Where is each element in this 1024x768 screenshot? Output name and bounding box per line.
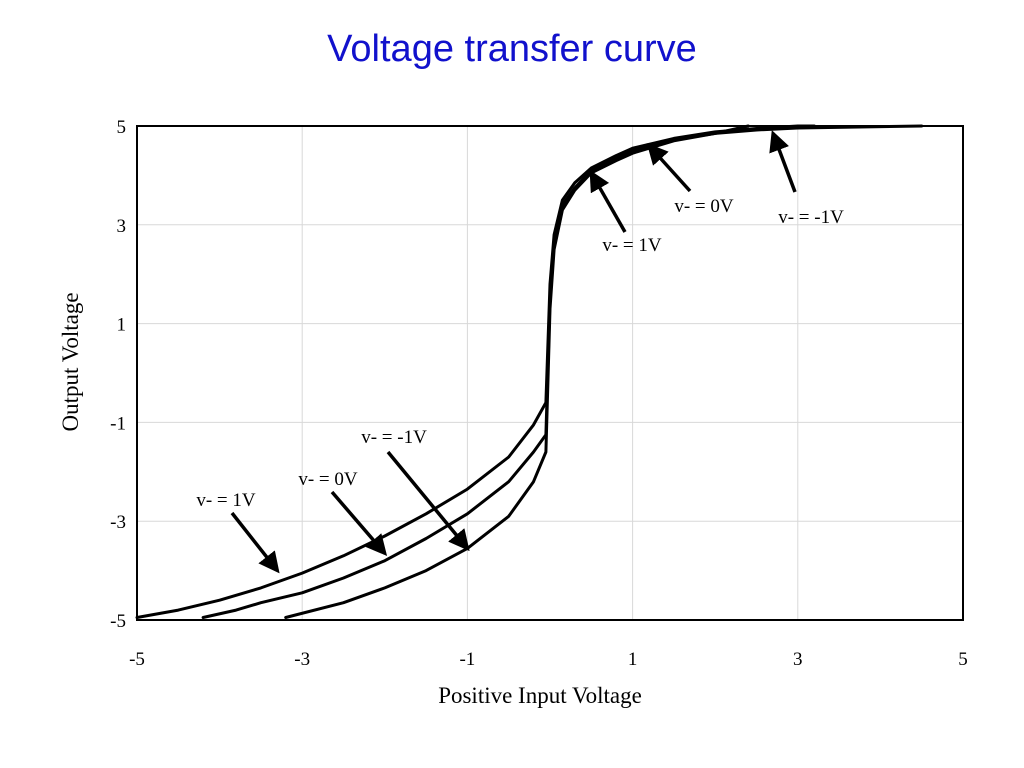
chart-annotations: v- = 1Vv- = 0Vv- = -1Vv- = 1Vv- = 0Vv- =… (196, 130, 844, 574)
annotation-arrow (589, 169, 627, 233)
y-tick-labels: -5 -3 -1 1 3 5 (110, 117, 126, 632)
x-axis-label: Positive Input Voltage (438, 683, 642, 708)
slide-title: Voltage transfer curve (327, 28, 697, 70)
y-tick-label: -1 (110, 413, 126, 434)
annotation-arrow (230, 511, 280, 574)
y-tick-label: 3 (117, 216, 127, 237)
annotation-arrow (386, 450, 470, 552)
annotation-label: v- = -1V (361, 427, 427, 448)
annotation-label: v- = 0V (298, 469, 358, 490)
chart-grid (136, 125, 964, 621)
y-tick-label: -3 (110, 512, 126, 533)
annotation-label: v- = 0V (674, 196, 734, 217)
y-tick-label: -5 (110, 611, 126, 632)
annotation-arrow (646, 143, 692, 193)
plot-frame (136, 125, 964, 621)
y-axis-label: Output Voltage (58, 292, 83, 431)
annotation-arrow (330, 490, 388, 556)
x-tick-label: 1 (628, 649, 638, 670)
x-tick-label: 5 (958, 649, 968, 670)
annotation-arrow (769, 130, 797, 193)
x-tick-label: -1 (459, 649, 475, 670)
chart-series (135, 124, 924, 619)
y-tick-label: 5 (117, 117, 127, 138)
annotation-label: v- = 1V (602, 235, 662, 256)
x-tick-label: -3 (294, 649, 310, 670)
x-tick-label: 3 (793, 649, 803, 670)
x-tick-label: -5 (129, 649, 145, 670)
y-tick-label: 1 (117, 315, 127, 336)
series-line-3 (284, 124, 750, 619)
annotation-label: v- = 1V (196, 490, 256, 511)
annotation-label: v- = -1V (778, 207, 844, 228)
x-tick-labels: -5 -3 -1 1 3 5 (129, 649, 968, 670)
